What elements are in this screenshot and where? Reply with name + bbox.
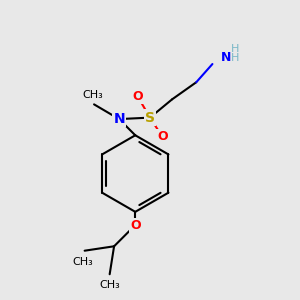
Text: H: H: [231, 52, 239, 62]
Text: S: S: [145, 111, 155, 124]
Text: CH₃: CH₃: [73, 256, 94, 267]
Text: N: N: [221, 51, 231, 64]
Text: CH₃: CH₃: [82, 90, 103, 100]
Text: O: O: [157, 130, 168, 143]
Text: CH₃: CH₃: [99, 280, 120, 290]
Text: N: N: [113, 112, 125, 126]
Text: O: O: [132, 90, 143, 103]
Text: H: H: [231, 44, 239, 54]
Text: O: O: [130, 219, 141, 232]
